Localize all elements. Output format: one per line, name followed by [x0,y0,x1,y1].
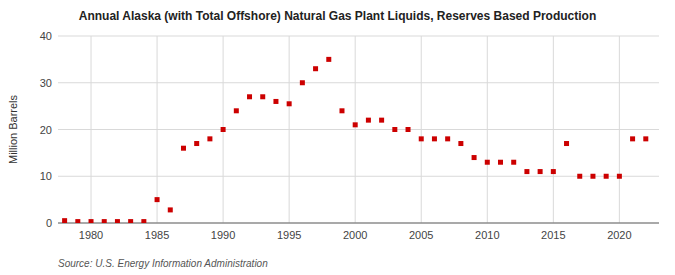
point [234,108,239,113]
point [89,219,94,223]
x-tick-label: 1985 [145,229,169,241]
point [643,136,648,141]
point [392,127,397,132]
x-tick-label: 2005 [409,229,433,241]
points [62,57,648,223]
point [313,66,318,71]
x-tick-label: 2010 [475,229,499,241]
point [247,94,252,99]
point [194,141,199,146]
point [155,197,160,202]
point [538,169,543,174]
point [339,108,344,113]
point [458,141,463,146]
point [485,160,490,165]
point [273,99,278,104]
chart: Annual Alaska (with Total Offshore) Natu… [0,0,675,275]
point [590,174,595,179]
y-tick-label: 10 [40,170,52,182]
point [432,136,437,141]
y-grid-line [58,176,659,177]
point [300,80,305,85]
point [630,136,635,141]
x-grid-line [157,36,158,223]
y-grid-line [58,129,659,130]
point [353,122,358,127]
point [472,155,477,160]
point [511,160,516,165]
point [498,160,503,165]
point [260,94,265,99]
y-grid-line [58,223,659,224]
y-tick-label: 40 [40,30,52,42]
point [564,141,569,146]
x-grid-line [289,36,290,223]
title: Annual Alaska (with Total Offshore) Natu… [79,9,596,23]
point [62,218,67,223]
point [366,118,371,123]
x-tick-label: 1980 [79,229,103,241]
x-tick-label: 2015 [541,229,565,241]
grid [58,36,659,223]
point [551,169,556,174]
point [577,174,582,179]
point [617,174,622,179]
x-axis-line [58,223,659,224]
point [326,57,331,62]
point [445,136,450,141]
x-grid-line [355,36,356,223]
point [419,136,424,141]
point [221,127,226,132]
x-tick-label: 1990 [211,229,235,241]
x-grid-line [553,36,554,223]
point [102,219,107,223]
y-grid-line [58,36,659,37]
x-grid-line [421,36,422,223]
point [207,136,212,141]
point [604,174,609,179]
y-tick-label: 0 [46,217,52,229]
x-grid-line [91,36,92,223]
x-tick-label: 2000 [343,229,367,241]
point [75,219,80,223]
y-tick-label: 20 [40,124,52,136]
x-tick-label: 2020 [607,229,631,241]
y-axis-label: Million Barrels [7,94,19,164]
point [287,101,292,106]
point [524,169,529,174]
source-note: Source: U.S. Energy Information Administ… [58,258,268,269]
y-grid-line [58,82,659,83]
point [168,207,173,212]
x-grid-line [487,36,488,223]
point [406,127,411,132]
point [128,219,133,223]
point [115,219,120,223]
x-tick-label: 1995 [277,229,301,241]
x-grid-line [619,36,620,223]
point [141,219,146,223]
y-tick-label: 30 [40,77,52,89]
point [181,146,186,151]
point [379,118,384,123]
